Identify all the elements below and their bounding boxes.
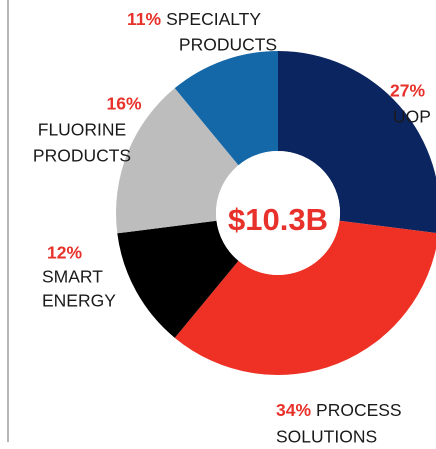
donut-hole: [216, 151, 340, 275]
value-label: 11%: [127, 9, 161, 29]
category-label: PROCESS: [316, 400, 402, 420]
center-label: $10.3B: [228, 202, 328, 237]
slice: [116, 88, 239, 234]
category-label: SPECIALTY: [166, 9, 261, 29]
value-label: 27%: [390, 81, 425, 101]
value-label: 12%: [47, 243, 82, 263]
category-label: PRODUCTS: [179, 35, 277, 55]
category-label: UOP: [393, 107, 431, 127]
slice: [174, 220, 436, 375]
category-label: PRODUCTS: [33, 146, 131, 166]
value-label: 34%: [276, 400, 311, 420]
category-label: ENERGY: [42, 291, 116, 311]
category-label: SMART: [42, 267, 103, 287]
category-label: FLUORINE: [38, 120, 126, 140]
slice-label: 11% SPECIALTY: [127, 9, 261, 29]
slice: [278, 51, 436, 233]
slice: [174, 51, 278, 166]
slice: [117, 220, 239, 338]
category-label: SOLUTIONS: [276, 427, 377, 447]
value-label: 16%: [106, 94, 141, 114]
slice-label: 34% PROCESS: [276, 400, 402, 420]
